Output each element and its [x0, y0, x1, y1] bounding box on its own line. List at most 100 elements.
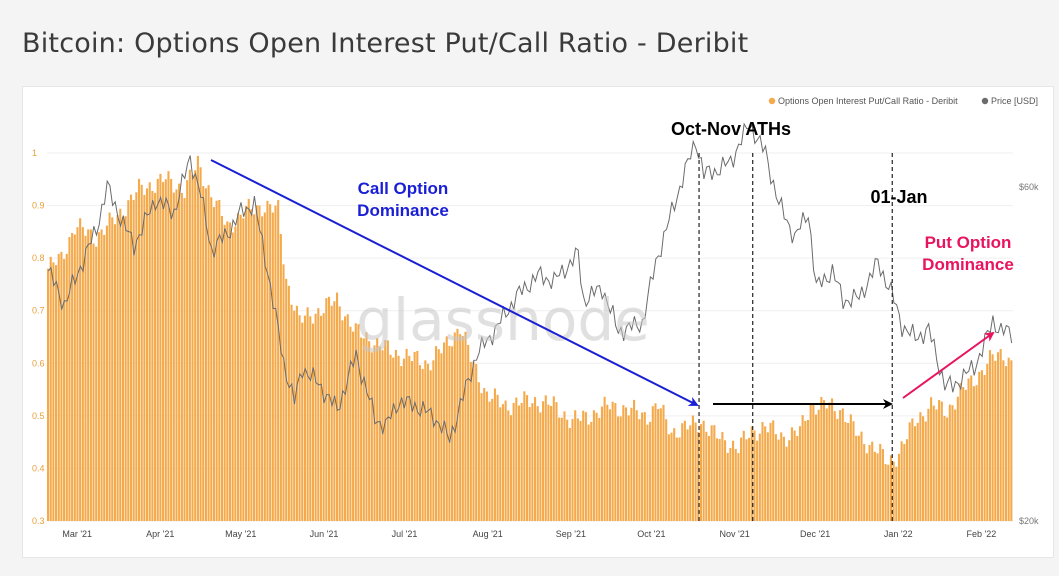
legend-price-label: Price [USD] [991, 96, 1038, 106]
ratio-bar [801, 415, 804, 521]
page-title: Bitcoin: Options Open Interest Put/Call … [22, 28, 749, 59]
ratio-bar [443, 342, 446, 521]
x-axis-tick-label: Sep '21 [556, 529, 586, 539]
ratio-bar [400, 366, 403, 521]
ratio-bar [416, 350, 419, 521]
ratio-bar [804, 420, 807, 521]
ratio-bar [892, 461, 895, 521]
ratio-bar [707, 436, 711, 521]
ratio-bar [218, 200, 221, 521]
ratio-bar [911, 418, 914, 521]
x-axis-tick-label: May '21 [225, 529, 256, 539]
ratio-bars [47, 155, 1013, 522]
ratio-bar [426, 363, 430, 521]
ratio-bar [817, 409, 820, 521]
ratio-bar [277, 200, 280, 521]
ratio-bar [994, 360, 997, 521]
ratio-bar [943, 415, 946, 521]
ratio-bar [255, 205, 258, 521]
ratio-bar [750, 426, 753, 521]
ratio-bar [710, 425, 713, 521]
call-dominance-arrow [210, 159, 699, 406]
ratio-bar [111, 217, 114, 522]
ratio-bar [368, 341, 371, 521]
ratio-bar [186, 180, 189, 521]
ratio-bar [967, 378, 970, 521]
ratio-bar [164, 179, 167, 521]
put-dominance-arrow [902, 331, 995, 399]
ratio-bar [223, 224, 226, 522]
ratio-bar [825, 408, 828, 521]
ratio-bar [724, 440, 727, 521]
ratio-bar [951, 405, 954, 521]
ratio-bar [879, 443, 882, 521]
ratio-bar [65, 253, 68, 521]
ratio-bar [507, 410, 510, 521]
ratio-bar [742, 430, 745, 521]
ratio-bar [239, 214, 242, 521]
ratio-bar [349, 326, 352, 521]
ratio-bar [135, 192, 138, 521]
price-line [47, 122, 1013, 443]
ratio-bar [836, 418, 839, 521]
ratio-bar [675, 437, 678, 521]
x-axis-tick-label: Oct '21 [637, 529, 665, 539]
ratio-bar [905, 439, 909, 521]
ratio-bar [954, 409, 957, 521]
ratio-bar [627, 415, 630, 521]
ratio-bar [734, 448, 737, 521]
ratio-bar [483, 388, 486, 521]
ratio-bar [649, 421, 652, 521]
ratio-bar [480, 393, 483, 521]
ratio-bar [124, 216, 127, 521]
ratio-bar [555, 402, 558, 521]
ratio-bar [84, 235, 87, 521]
ratio-bar [475, 364, 478, 521]
ratio-bar [713, 425, 716, 521]
ratio-bar [865, 453, 868, 521]
ratio-bar [988, 350, 991, 521]
ratio-bar [534, 397, 537, 521]
ratio-bar [745, 439, 748, 521]
ratio-bar [282, 264, 285, 521]
ratio-bar [547, 404, 550, 521]
ratio-bar [839, 410, 842, 521]
ratio-bar [178, 183, 181, 521]
ratio-bar [999, 349, 1002, 521]
chart-card: glassnode Oct-Nov ATHs 01-Jan Call Option D… [22, 86, 1054, 558]
ratio-bar [421, 368, 424, 521]
ratio-bar [472, 361, 475, 521]
ratio-bar [913, 426, 917, 521]
annotation-call-option-dominance-line: Call Option [358, 179, 449, 198]
legend-price-dot [981, 97, 989, 105]
ratio-bar [978, 371, 981, 521]
ratio-bar [871, 441, 874, 521]
ratio-bar [857, 435, 860, 521]
legend-ratio-label: Options Open Interest Put/Call Ratio - D… [778, 96, 958, 106]
ratio-bar [344, 316, 347, 521]
ratio-bar [702, 420, 705, 521]
ratio-bar [269, 204, 272, 521]
ratio-bar [793, 430, 796, 521]
vertical-markers [698, 153, 893, 523]
ratio-bar [681, 423, 684, 521]
ratio-bar [357, 324, 360, 521]
ratio-bar [362, 338, 365, 521]
ratio-bar [860, 431, 863, 521]
ratio-bar [737, 453, 740, 521]
ratio-bar [574, 410, 577, 521]
ratio-bar [445, 336, 448, 521]
ratio-bar [790, 427, 793, 521]
ratio-bar [451, 346, 454, 521]
ratio-bar [584, 412, 587, 521]
ratio-bar [823, 400, 826, 521]
ratio-bar [828, 402, 831, 521]
ratio-bar [721, 431, 724, 521]
ratio-bar [338, 306, 341, 521]
ratio-bar [550, 405, 553, 521]
ratio-bar [686, 429, 689, 521]
ratio-bar [499, 407, 502, 521]
ratio-bar [732, 440, 735, 521]
ratio-bar [646, 424, 649, 521]
ratio-bar [456, 328, 459, 521]
